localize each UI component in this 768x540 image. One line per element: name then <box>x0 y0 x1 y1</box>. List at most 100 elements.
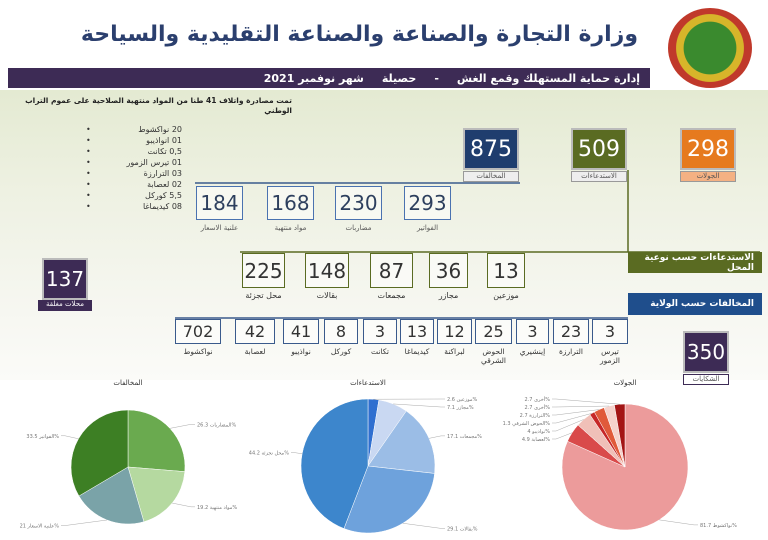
region-value: 23 <box>553 319 589 344</box>
pie-charts: المضاربات 26.3% مواد منتهية 19.2% الفواتير… <box>20 379 737 534</box>
total-label: المخالفات <box>463 171 519 182</box>
region-value: 3 <box>516 319 549 344</box>
pie-title: الاستدعاءات <box>350 379 386 387</box>
violation-type-value: 184 <box>196 186 243 220</box>
region-value: 13 <box>400 319 434 344</box>
region-value: 702 <box>175 319 221 344</box>
closed-shops-value: 137 <box>42 258 88 300</box>
region-value: 12 <box>437 319 472 344</box>
pie-leader-line <box>659 519 698 526</box>
region-label: لبراكنة <box>444 347 465 356</box>
seizure-list-item: 0,5 تكانت <box>82 146 182 157</box>
region-label: الترارزة <box>558 347 584 356</box>
separator: - <box>434 71 439 85</box>
complaints-label: الشكايات <box>683 374 729 385</box>
shop-type-label: بقالات <box>316 291 338 300</box>
pie-leader-line <box>552 413 593 424</box>
pie-label: مجازر 7.1% <box>447 405 474 411</box>
seizure-list-item: 03 الترارزة <box>82 168 182 179</box>
region-label: إينشيري <box>519 347 546 356</box>
pie-leader-line <box>552 409 600 416</box>
pie-leader-line <box>552 432 573 440</box>
violation-type-label: مضاربات <box>345 224 372 232</box>
pie-leader-line <box>428 435 445 439</box>
total-value: 875 <box>463 128 519 170</box>
pie-leader-line <box>393 403 445 408</box>
pie-label: الفواتير 33.5% <box>26 434 59 440</box>
shop-type-value: 13 <box>487 253 525 288</box>
report-label: حصيلة <box>381 71 417 85</box>
pie-slice <box>70 409 129 497</box>
pie-label: مجمعات 17.1% <box>447 434 482 440</box>
pie-leader-line <box>552 398 620 405</box>
seizure-list-item: 08 كيديماغا <box>82 201 182 212</box>
violation-type-value: 230 <box>335 186 382 220</box>
pie-label: الحوض الشرقي 1.3% <box>503 421 551 427</box>
complaints-value: 350 <box>683 331 729 373</box>
region-value: 42 <box>235 319 275 344</box>
region-label: تيرس الزمور <box>599 347 621 365</box>
pie-label: مواد منتهية 19.2% <box>197 505 237 511</box>
region-value: 25 <box>475 319 512 344</box>
pie-label: علنية الاسعار 21% <box>20 524 60 530</box>
pie-leader-line <box>61 519 108 526</box>
page-title: وزارة التجارة والصناعة والصناعة التقليدي… <box>80 22 638 47</box>
pie-label: المضاربات 26.3% <box>197 422 236 428</box>
region-label: نواكشوط <box>183 347 213 356</box>
pie-leader-line <box>172 502 195 508</box>
subheader-bar: إدارة حماية المستهلك وقمع الغش - حصيلة ش… <box>8 68 650 88</box>
seizure-list-item: 20 نواكشوط <box>82 124 182 135</box>
shop-type-label: مجمعات <box>377 291 406 300</box>
pie-leader-line <box>61 435 79 440</box>
shop-type-value: 36 <box>429 253 468 288</box>
pie-leader-line <box>552 405 610 408</box>
region-label: كيديماغا <box>404 347 430 356</box>
region-label: لعصابة <box>244 347 266 356</box>
total-label: الاستدعاءات <box>571 171 627 182</box>
violation-type-value: 168 <box>267 186 314 220</box>
seizure-headline: تمت مصادرة واتلاف 41 طنا من المواد منتهي… <box>25 96 292 115</box>
shop-type-label: محل تجزئة <box>245 291 282 300</box>
seizure-list-item: 01 انواذيبو <box>82 135 182 146</box>
pie-leader-line <box>291 452 303 455</box>
region-label: تكانت <box>371 347 389 356</box>
pie-title: الجولات <box>614 379 637 387</box>
seizure-list: 20 نواكشوط01 انواذيبو0,5 تكانت01 تيرس ال… <box>82 124 182 212</box>
pie-title: المخالفات <box>113 379 142 387</box>
shop-type-label: مجازر <box>438 291 459 300</box>
shop-type-value: 225 <box>242 253 285 288</box>
violation-type-label: مواد منتهية <box>274 224 307 232</box>
summons-by-shop-banner: الاستدعاءات حسب نوعية المحل <box>628 252 762 273</box>
pie-slice <box>127 466 186 523</box>
pie-slice <box>367 410 436 474</box>
pie-label: محل تجزئة 44.2% <box>249 451 289 457</box>
report-period: شهر نوفمبر 2021 <box>263 71 364 85</box>
pie-slice <box>127 409 186 472</box>
total-label: الجولات <box>680 171 736 182</box>
shop-type-value: 87 <box>370 253 413 288</box>
seizure-list-item: 01 تيرس الزمور <box>82 157 182 168</box>
seizure-list-item: 5,5 كوركل <box>82 190 182 201</box>
pie-leader-line <box>169 424 195 429</box>
region-value: 8 <box>324 319 358 344</box>
violations-by-region-banner: المخالفات حسب الولاية <box>628 293 762 315</box>
shop-type-value: 148 <box>305 253 349 288</box>
pie-label: نواكشوط 81.7% <box>700 523 737 529</box>
region-value: 41 <box>283 319 319 344</box>
pie-label: نواذيبو 4% <box>527 429 550 435</box>
region-label: نواذيبو <box>291 347 311 356</box>
total-value: 509 <box>571 128 627 170</box>
region-value: 3 <box>592 319 628 344</box>
region-label: كوركل <box>330 347 352 356</box>
shop-type-label: موزعين <box>493 291 519 300</box>
pie-label: لعصابة 4.9% <box>522 437 550 443</box>
violation-type-value: 293 <box>404 186 451 220</box>
closed-shops-label: محلات مغلقة <box>38 300 92 311</box>
region-value: 3 <box>363 319 397 344</box>
total-value: 298 <box>680 128 736 170</box>
ministry-logo <box>668 8 752 88</box>
department-name: إدارة حماية المستهلك وقمع الغش <box>456 71 640 85</box>
pie-leader-line <box>552 419 584 432</box>
violation-type-label: الفواتير <box>416 224 439 232</box>
pie-label: بقالات 29.1% <box>447 526 478 532</box>
